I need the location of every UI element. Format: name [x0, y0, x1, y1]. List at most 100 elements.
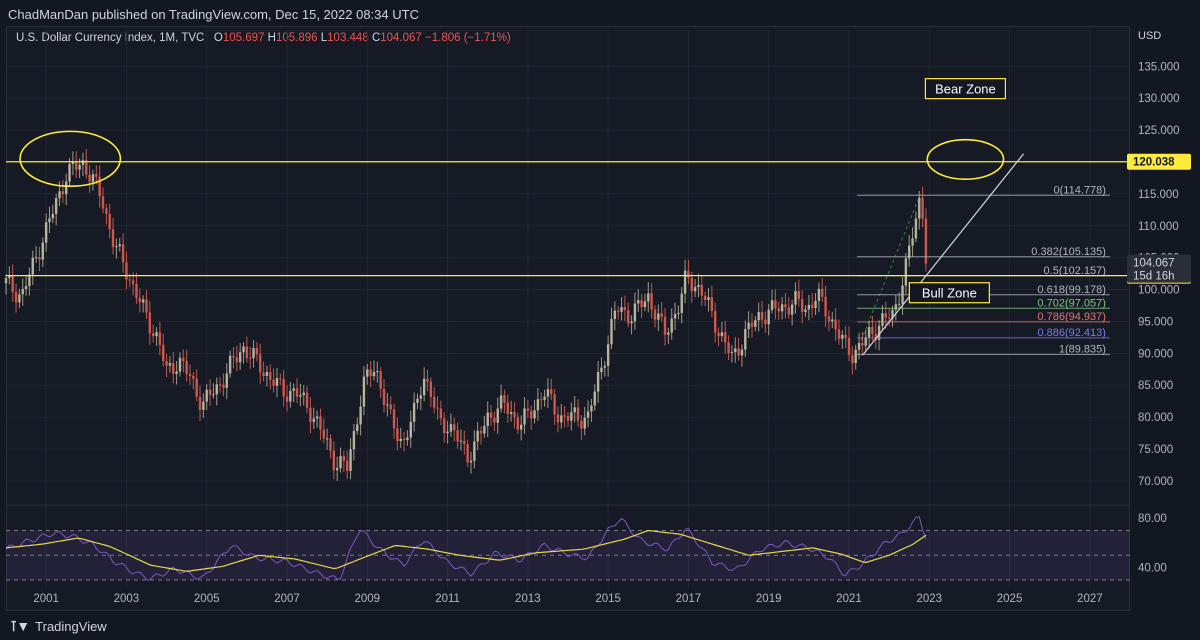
- candle-body: [215, 384, 218, 395]
- candle-body: [91, 174, 95, 182]
- candle-body: [854, 349, 857, 364]
- support-trendline: [862, 153, 1025, 355]
- price-tick-label: 70.000: [1138, 476, 1173, 488]
- candle-body: [11, 275, 14, 292]
- candle-body: [145, 299, 148, 313]
- candle-body: [275, 378, 279, 386]
- candle-body: [479, 430, 483, 434]
- candle-body: [834, 319, 837, 330]
- candle-body: [419, 395, 423, 399]
- fib-level-label: 0.618(99.178): [1037, 284, 1106, 296]
- candle-body: [841, 334, 844, 339]
- candle-body: [787, 307, 790, 315]
- candle-body: [212, 394, 215, 396]
- candle-body: [235, 357, 239, 363]
- time-tick-label: 2015: [595, 593, 621, 605]
- candle-body: [603, 365, 606, 368]
- candle-body: [807, 304, 811, 310]
- candle-body: [877, 325, 881, 340]
- candle-body: [697, 284, 700, 288]
- candle-body: [105, 208, 108, 214]
- currency-label: USD: [1138, 30, 1162, 42]
- candle-body: [138, 298, 142, 303]
- candle-body: [630, 321, 633, 324]
- time-tick-label: 2003: [114, 593, 140, 605]
- candle-body: [724, 332, 727, 343]
- candle-body: [24, 286, 28, 289]
- candle-body: [48, 218, 51, 223]
- candle-body: [155, 332, 158, 337]
- candle-body: [496, 408, 499, 423]
- candle-body: [255, 348, 259, 355]
- candle-body: [44, 222, 48, 243]
- candle-body: [349, 449, 352, 471]
- candle-body: [918, 197, 921, 219]
- candle-body: [837, 329, 841, 339]
- candle-body: [151, 333, 155, 337]
- candle-body: [208, 389, 212, 395]
- candle-body: [653, 309, 657, 320]
- low-label: L: [320, 32, 328, 44]
- candle-body: [553, 394, 556, 415]
- price-tick-label: 110.000: [1138, 221, 1179, 233]
- candle-body: [205, 389, 208, 402]
- candle-body: [797, 291, 801, 300]
- candle-body: [713, 311, 717, 333]
- fib-level-label: 0.382(105.135): [1031, 246, 1106, 258]
- candle-body: [596, 372, 600, 392]
- candle-body: [486, 412, 489, 426]
- candle-body: [172, 362, 175, 374]
- candle-body: [54, 198, 58, 214]
- candle-body: [195, 378, 198, 397]
- candle-body: [322, 429, 325, 439]
- candle-body: [269, 371, 272, 380]
- candle-body: [178, 357, 182, 372]
- candle-body: [279, 378, 282, 380]
- candle-body: [352, 430, 356, 450]
- price-tick-label: 95.000: [1138, 316, 1173, 328]
- candle-body: [259, 354, 262, 373]
- open-label: O: [213, 32, 223, 44]
- candle-body: [673, 314, 677, 319]
- candle-body: [867, 326, 871, 338]
- close-label: C: [371, 32, 381, 44]
- candle-body: [533, 410, 536, 419]
- candle-body: [81, 160, 85, 165]
- candle-body: [764, 319, 767, 325]
- candle-body: [576, 407, 580, 421]
- candle-body: [583, 417, 586, 429]
- candle-body: [292, 388, 295, 391]
- candle-body: [302, 392, 305, 396]
- candle-body: [379, 371, 382, 389]
- candle-body: [700, 284, 704, 296]
- candle-body: [650, 293, 653, 310]
- candle-body: [101, 196, 105, 209]
- candle-body: [75, 162, 78, 170]
- candle-body: [550, 389, 553, 395]
- candle-body: [506, 402, 509, 414]
- candle-body: [252, 348, 255, 359]
- time-tick-label: 2009: [354, 593, 380, 605]
- candle-body: [249, 357, 252, 359]
- candle-body: [436, 407, 439, 409]
- candle-body: [319, 416, 322, 430]
- tradingview-logo[interactable]: ⊺▼ TradingView: [10, 618, 107, 635]
- price-tick-label: 90.000: [1138, 348, 1173, 360]
- candle-body: [88, 174, 91, 182]
- chart-pane[interactable]: [6, 26, 1130, 611]
- candles: [4, 148, 928, 482]
- candle-body: [21, 288, 24, 295]
- bar-countdown-label: 15d 16h: [1133, 271, 1175, 283]
- candle-body: [891, 309, 894, 319]
- candle-body: [78, 164, 81, 170]
- candle-body: [800, 299, 804, 312]
- candle-body: [359, 406, 362, 425]
- candle-body: [503, 395, 506, 403]
- candle-body: [265, 371, 269, 377]
- candle-body: [409, 421, 412, 438]
- fib-connector-line: [860, 196, 920, 341]
- tradingview-logo-icon: ⊺▼: [10, 618, 30, 634]
- candle-body: [125, 262, 128, 280]
- candle-body: [519, 424, 523, 430]
